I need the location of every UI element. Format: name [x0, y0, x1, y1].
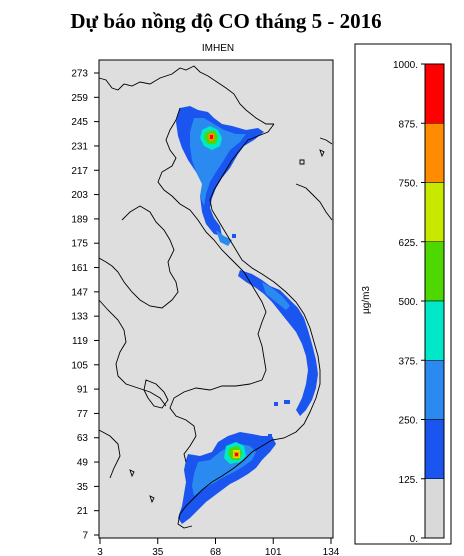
y-tick-label: 259: [71, 93, 88, 104]
y-tick-label: 91: [77, 385, 89, 396]
y-tick-label: 119: [72, 336, 88, 347]
x-axis: 3 35 68 101 134: [97, 538, 340, 556]
y-tick-label: 77: [77, 409, 89, 420]
legend-color-swatch: [424, 360, 445, 420]
island-outline: [149, 495, 155, 504]
island-outline: [319, 149, 325, 158]
legend-color-swatch: [424, 63, 445, 124]
thailand-border: [98, 205, 179, 309]
legend: 1000. 875. 750. 625. 500. 375. 250. 125. 0.: [393, 60, 445, 545]
co-band-central-coast-inner: [262, 282, 290, 310]
y-tick-label: 273: [71, 69, 88, 80]
x-tick-label: 35: [152, 547, 164, 556]
map-title: Dự báo nồng độ CO tháng 5 - 2016: [70, 9, 381, 33]
legend-unit-label: µg/m3: [361, 286, 372, 314]
co-band-875-1000-north: [210, 135, 213, 139]
northern-border-line: [98, 65, 274, 125]
concentration-layer: [176, 106, 318, 524]
y-tick-label: 231: [71, 141, 88, 152]
map-subtitle: IMHEN: [202, 43, 234, 54]
boundary-lines: [98, 65, 333, 529]
legend-color-swatch: [424, 478, 445, 539]
laos-cambodia-border: [169, 379, 263, 463]
legend-level-label: 375.: [399, 356, 418, 367]
coastline: [177, 123, 321, 529]
y-tick-label: 49: [77, 458, 89, 469]
x-tick-label: 68: [210, 547, 222, 556]
co-band-coastal-central: [216, 230, 232, 246]
legend-level-label: 1000.: [393, 60, 418, 71]
legend-color-swatch: [424, 123, 445, 183]
y-tick-label: 161: [71, 263, 88, 274]
y-tick-label: 245: [71, 117, 88, 128]
y-tick-label: 133: [71, 312, 88, 323]
y-tick-label: 147: [71, 287, 88, 298]
legend-level-label: 625.: [399, 238, 418, 249]
legend-level-label: 0.: [410, 534, 418, 545]
legend-level-label: 750.: [399, 179, 418, 190]
y-tick-label: 7: [82, 531, 88, 542]
x-tick-label: 134: [323, 547, 340, 556]
y-tick-label: 35: [77, 482, 89, 493]
y-axis: 2732592452312172031891751611471331191059…: [71, 69, 99, 542]
legend-color-swatch: [424, 300, 445, 361]
co-spot: [268, 434, 272, 438]
co-spot: [232, 234, 236, 238]
x-tick-label: 3: [97, 547, 103, 556]
island-outline: [299, 159, 305, 165]
y-tick-label: 175: [71, 239, 88, 250]
y-tick-label: 217: [71, 166, 88, 177]
island-outline: [129, 469, 135, 478]
y-tick-label: 203: [71, 190, 88, 201]
eastern-coast-fragment: [319, 137, 333, 145]
legend-level-label: 875.: [399, 119, 418, 130]
legend-color-swatch: [424, 419, 445, 479]
y-tick-label: 21: [77, 506, 89, 517]
western-border-line: [157, 107, 267, 381]
y-tick-label: 189: [71, 214, 88, 225]
y-tick-label: 63: [77, 433, 89, 444]
legend-color-swatch: [424, 241, 445, 302]
legend-level-label: 125.: [399, 475, 418, 486]
co-band-south-875-1000: [235, 453, 238, 456]
tonle-sap-lake: [143, 379, 169, 409]
eastern-coast-fragment: [295, 183, 333, 221]
co-spot: [274, 402, 278, 406]
gulf-coast: [98, 429, 121, 479]
legend-level-label: 250.: [399, 416, 418, 427]
x-tick-label: 101: [265, 547, 282, 556]
legend-level-label: 500.: [399, 297, 418, 308]
y-tick-label: 105: [71, 360, 88, 371]
thailand-border-south: [98, 299, 167, 407]
co-spot: [284, 400, 290, 404]
legend-color-swatch: [424, 182, 445, 242]
